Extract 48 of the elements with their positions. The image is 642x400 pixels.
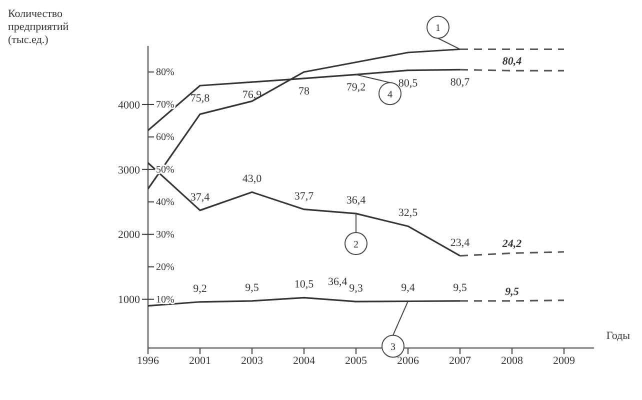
line-series — [147, 296, 461, 307]
data-label: 9,5 — [245, 282, 260, 294]
x-tick-label: 2005 — [345, 354, 368, 367]
data-label: 80,4 — [502, 56, 522, 68]
series-label: 4 — [388, 90, 392, 101]
x-tick-label: 1996 — [137, 354, 160, 367]
x-tick-label: 2009 — [553, 354, 576, 367]
x-axis-title: Годы — [606, 330, 630, 342]
x-tick-label: 2007 — [449, 354, 472, 367]
y2-tick-label: 20% — [156, 262, 174, 273]
x-tick-label: 2004 — [293, 354, 316, 367]
data-label: 9,3 — [349, 282, 364, 295]
annotation: 36,4 — [328, 276, 348, 288]
data-label: 23,4 — [450, 236, 470, 249]
y-tick-label: 1000 — [118, 294, 140, 306]
data-label: 37,4 — [190, 191, 210, 204]
text: 2 — [354, 240, 358, 251]
data-label: 37,7 — [294, 190, 314, 202]
data-label: 9,4 — [401, 282, 416, 294]
y2-tick-label: 60% — [156, 132, 174, 143]
y2-tick-label: 30% — [156, 229, 174, 240]
data-label: 9,5 — [453, 282, 468, 294]
y-axis-title: Количество предприятий (тыс.ед.) — [8, 8, 70, 47]
y2-tick-label: 10% — [156, 294, 174, 306]
x-tick-label: 2008 — [501, 354, 524, 367]
data-label: 75,8 — [190, 92, 210, 105]
x-tick-label: 2001 — [189, 354, 211, 367]
data-label: 79,2 — [346, 82, 366, 94]
data-label: 32,5 — [398, 207, 418, 220]
data-label: 43,0 — [242, 173, 262, 186]
y2-tick-label: 70% — [156, 99, 174, 110]
y2-tick-label: 40% — [156, 196, 174, 208]
x-tick-label: 2006 — [397, 354, 420, 367]
y-tick-label: 2000 — [118, 229, 140, 242]
y2-tick-label: 80% — [156, 66, 174, 78]
data-label: 78 — [298, 85, 310, 98]
data-label: 10,5 — [294, 278, 314, 291]
data-label: 24,2 — [501, 238, 522, 250]
y-tick-label: 3000 — [118, 164, 140, 176]
legend-label: 3 — [390, 342, 396, 354]
data-label: 80,5 — [398, 77, 418, 90]
data-label: 36,4 — [346, 194, 366, 207]
series-label: 1 — [436, 23, 440, 34]
data-label: 9,2 — [193, 282, 207, 295]
x-tick-label: 2003 — [241, 354, 264, 367]
data-label: 9,5 — [505, 286, 520, 298]
y-tick-label: 4000 — [118, 99, 140, 112]
data-label: 80,7 — [450, 76, 470, 89]
